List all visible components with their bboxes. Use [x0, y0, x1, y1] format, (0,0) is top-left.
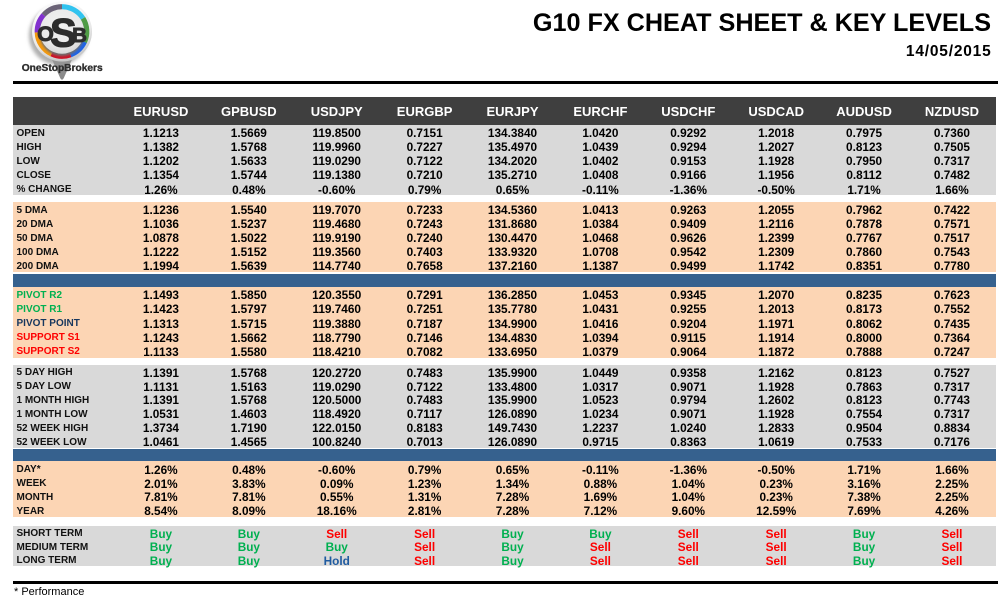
svg-text:OneStopBrokers: OneStopBrokers	[22, 63, 103, 74]
svg-text:O: O	[37, 22, 54, 46]
svg-text:S: S	[50, 11, 77, 55]
svg-text:B: B	[72, 24, 87, 47]
